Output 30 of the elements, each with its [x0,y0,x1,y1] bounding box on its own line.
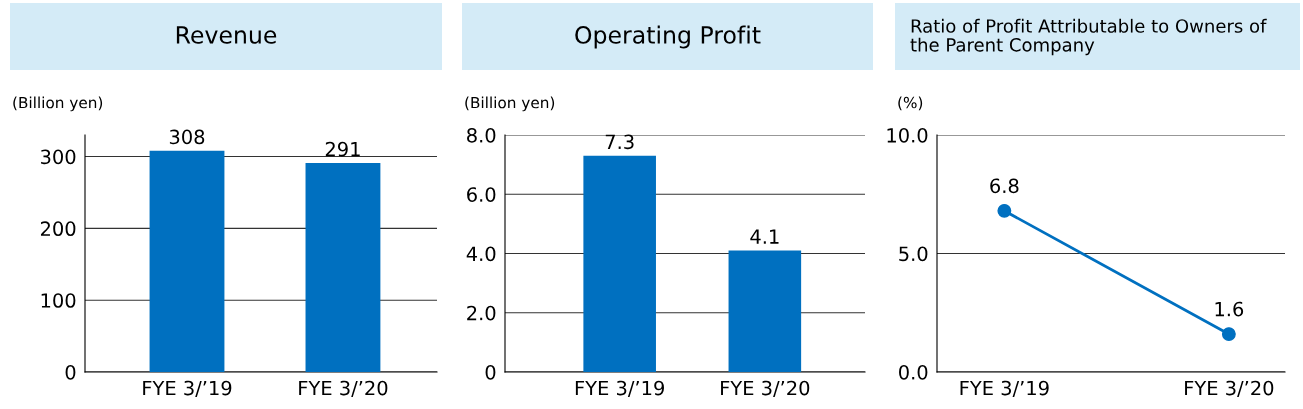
data-label: 291 [325,141,360,157]
y-tick-label: 5.0 [899,246,928,262]
y-axis-title: (Billion yen) [13,96,103,112]
chart-title: Operating Profit [575,25,761,49]
x-tick-label: FYE 3/’20 [299,380,388,397]
x-tick-label: FYE 3/’19 [575,380,664,397]
y-tick-label: 8.0 [467,127,496,143]
y-tick-label: 2.0 [467,305,496,321]
y-tick-label: 6.0 [467,187,496,202]
data-label: 6.8 [990,178,1019,194]
y-tick-label: 0 [485,364,496,380]
x-tick-label: FYE 3/’20 [721,380,810,397]
chart-title: Ratio of Profit Attributable to Owners of the Parent Company [910,18,1267,56]
y-axis-title: (Billion yen) [465,96,555,112]
chart-title: Revenue [176,26,277,44]
y-tick-label: 100 [41,293,76,308]
data-label: 4.1 [750,229,779,244]
y-tick-label: 4.0 [466,246,496,262]
data-label: 1.6 [1215,301,1244,317]
x-tick-label: FYE 3/’20 [1185,380,1274,397]
y-tick-label: 300 [41,149,76,165]
x-tick-label: FYE 3/’19 [143,380,232,397]
y-tick-label: 0.0 [899,364,928,380]
data-label: 7.3 [605,134,634,150]
data-label: 308 [169,129,205,145]
y-tick-label: 0 [65,364,76,380]
y-tick-label: 200 [40,221,76,237]
y-axis-title: (%) [898,96,923,111]
y-tick-label: 10.0 [887,127,928,143]
x-tick-label: FYE 3/’19 [960,380,1049,397]
